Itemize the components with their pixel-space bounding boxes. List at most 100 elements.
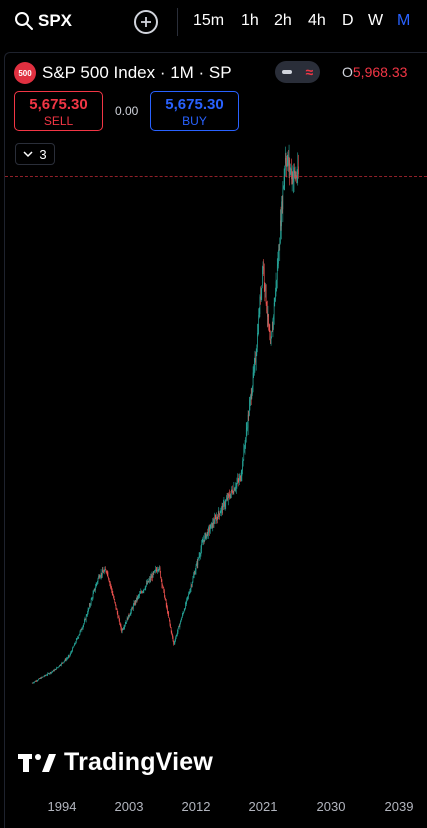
candle-body: [94, 589, 96, 590]
candle-body: [143, 589, 145, 591]
timeframe-15m[interactable]: 15m: [193, 12, 225, 29]
candle-body: [216, 517, 217, 522]
candle-body: [126, 621, 127, 623]
candle-body: [72, 647, 73, 652]
candle-body: [278, 249, 279, 264]
candle-body: [265, 284, 267, 304]
chart-title[interactable]: S&P 500 Index · 1M · SP: [42, 63, 232, 82]
candle-body: [158, 568, 160, 570]
candle-body: [162, 586, 164, 588]
candle-body: [64, 659, 66, 661]
plus-icon: [141, 17, 151, 27]
candle-body: [75, 642, 76, 644]
candle-body: [149, 578, 151, 580]
compare-add-button[interactable]: [134, 10, 158, 34]
sell-button[interactable]: 5,675.30 SELL: [14, 91, 103, 131]
candle-body: [95, 587, 96, 590]
candle-body: [190, 588, 191, 592]
candle-body: [133, 602, 135, 606]
candle-body: [88, 604, 90, 609]
candle-body: [92, 598, 93, 599]
candle-body: [211, 523, 213, 528]
candle-body: [201, 542, 203, 545]
candle-body: [245, 437, 246, 446]
candle-body: [38, 678, 40, 680]
candle-body: [213, 523, 215, 524]
candle-body: [273, 316, 274, 320]
candle-body: [176, 634, 178, 636]
candle-body: [113, 595, 114, 598]
candle-body: [44, 675, 46, 676]
candle-body: [276, 266, 278, 281]
candle-body: [59, 665, 61, 666]
candle-body: [40, 677, 42, 679]
candle-body: [278, 249, 280, 251]
candle-body: [186, 598, 187, 604]
candle-body: [282, 188, 284, 210]
candle-body: [159, 567, 161, 572]
candle-body: [120, 624, 121, 625]
candle-body: [173, 642, 175, 644]
legend-toggle-button[interactable]: ≈: [275, 61, 320, 83]
candle-body: [258, 314, 259, 333]
timeframe-m[interactable]: M: [397, 12, 411, 29]
candle-body: [58, 666, 60, 668]
timeframe-d[interactable]: D: [342, 12, 354, 29]
candle-body: [64, 660, 65, 662]
timeframe-w[interactable]: W: [368, 12, 384, 29]
candle-body: [250, 395, 252, 399]
candle-body: [171, 632, 173, 634]
timeframe-2h[interactable]: 2h: [274, 12, 292, 29]
candle-body: [262, 270, 263, 286]
candle-body: [49, 672, 51, 674]
candle-body: [177, 628, 179, 632]
candle-body: [144, 588, 145, 590]
last-price-line: [5, 176, 427, 177]
candle-body: [240, 475, 242, 481]
candle-body: [225, 500, 227, 505]
candle-body: [166, 605, 168, 608]
candle-body: [123, 627, 125, 629]
candle-body: [254, 363, 255, 371]
candle-body: [169, 617, 170, 621]
timeframe-4h[interactable]: 4h: [308, 12, 326, 29]
candle-body: [88, 608, 89, 610]
timeframe-1h[interactable]: 1h: [241, 12, 259, 29]
candle-body: [110, 585, 112, 588]
candle-body: [131, 608, 133, 609]
candle-body: [114, 599, 116, 603]
candle-body: [248, 414, 250, 416]
candle-body: [172, 633, 173, 638]
candle-body: [260, 288, 262, 300]
candle-body: [57, 667, 59, 668]
candle-body: [149, 578, 150, 581]
candle-body: [124, 623, 126, 626]
candle-body: [291, 168, 292, 180]
candle-body: [292, 173, 294, 183]
candle-body: [34, 681, 36, 683]
candle-body: [268, 325, 270, 332]
candle-body: [51, 671, 52, 673]
candle-body: [61, 662, 63, 664]
candle-body: [246, 427, 248, 430]
candle-body: [218, 511, 219, 519]
candle-body: [256, 347, 258, 356]
buy-button[interactable]: 5,675.30 BUY: [150, 91, 239, 131]
candle-body: [275, 281, 277, 292]
symbol-search[interactable]: SPX: [14, 11, 72, 31]
candle-body: [208, 528, 209, 536]
candle-body: [98, 576, 100, 578]
candle-body: [31, 683, 33, 684]
candle-body: [241, 470, 243, 476]
candle-body: [179, 623, 181, 628]
candle-body: [140, 591, 142, 594]
candle-body: [85, 618, 86, 620]
candle-body: [138, 595, 139, 597]
chart-panel[interactable]: [4, 52, 427, 828]
candle-body: [232, 490, 233, 493]
indicators-collapse-button[interactable]: 3: [15, 143, 55, 165]
candle-body: [127, 617, 129, 620]
candle-body: [288, 156, 289, 166]
candle-body: [271, 331, 272, 339]
